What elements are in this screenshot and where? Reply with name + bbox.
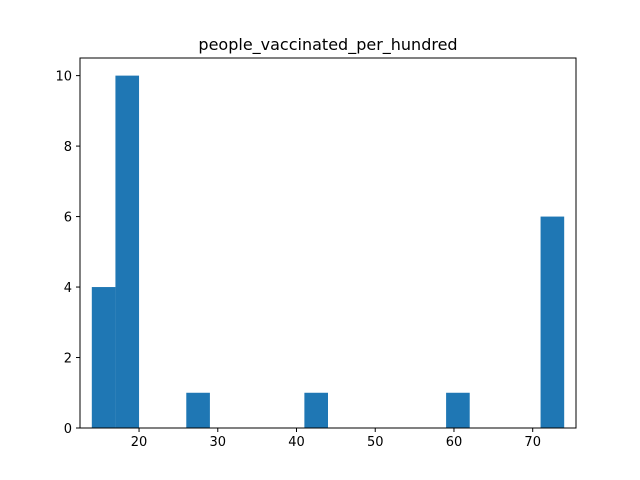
x-tick-label-1: 30	[210, 435, 227, 450]
histogram-bar-1	[115, 75, 140, 428]
x-tick-label-0: 20	[131, 435, 148, 450]
x-axis: 20 30 40 50 60 70	[131, 428, 541, 450]
y-tick-label-5: 10	[55, 70, 72, 85]
plot-frame	[79, 57, 577, 429]
x-tick-label-3: 50	[367, 435, 384, 450]
histogram-bar-2	[186, 392, 210, 428]
y-tick-label-2: 4	[64, 281, 72, 296]
chart-title: people_vaccinated_per_hundred	[198, 35, 457, 55]
y-tick-label-0: 0	[64, 422, 72, 437]
histogram-bar-0	[91, 287, 116, 428]
y-tick-label-3: 6	[64, 211, 72, 226]
histogram-bar-3	[304, 392, 328, 428]
bars-group	[91, 75, 565, 428]
y-tick-label-1: 2	[64, 352, 72, 367]
y-axis: 0 2 4 6 8 10	[55, 70, 80, 437]
histogram-bar-4	[446, 392, 470, 428]
x-tick-label-4: 60	[446, 435, 463, 450]
y-tick-label-4: 8	[64, 140, 72, 155]
histogram-bar-5	[540, 216, 565, 428]
x-tick-label-5: 70	[524, 435, 541, 450]
x-tick-label-2: 40	[288, 435, 305, 450]
